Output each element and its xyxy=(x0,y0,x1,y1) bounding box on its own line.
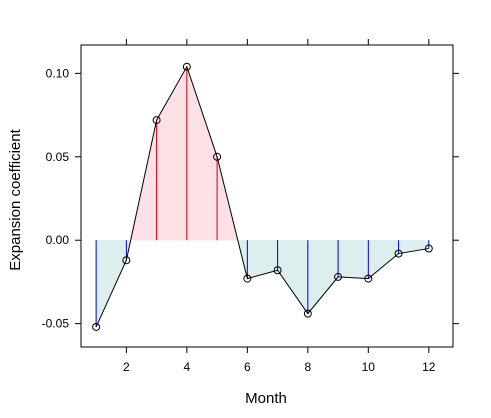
data-point-3 xyxy=(152,116,161,125)
data-point-12 xyxy=(424,244,433,253)
y-tick-label: 0.00 xyxy=(46,233,70,247)
area-fills xyxy=(95,65,430,328)
area-fill-segment xyxy=(186,66,218,241)
data-point-6 xyxy=(243,274,252,283)
area-fill-segment xyxy=(307,239,339,315)
data-point-5 xyxy=(213,152,222,161)
data-point-9 xyxy=(334,272,343,281)
y-tick-label: 0.10 xyxy=(46,66,70,80)
x-tick-label: 4 xyxy=(184,360,191,374)
x-tick-label: 2 xyxy=(123,360,130,374)
data-point-4 xyxy=(182,62,191,71)
data-point-11 xyxy=(394,249,403,258)
x-tick-label: 10 xyxy=(362,360,376,374)
stems xyxy=(95,66,430,327)
area-fill-segment xyxy=(95,239,127,328)
data-point-10 xyxy=(364,274,373,283)
x-tick-label: 12 xyxy=(422,360,436,374)
area-fill-segment xyxy=(368,239,399,280)
series-line xyxy=(95,65,429,328)
axis-ticks: 2 4 6 8 10 12 -0.05 0.00 0.05 0.10 xyxy=(42,39,459,374)
plot-frame xyxy=(80,44,454,348)
y-axis-label: Expansion coefficient xyxy=(7,128,24,270)
area-fill-segment xyxy=(247,239,278,279)
y-tick-label: -0.05 xyxy=(42,317,70,331)
data-point-7 xyxy=(273,266,282,275)
x-tick-label: 6 xyxy=(244,360,251,374)
data-points xyxy=(92,62,433,331)
area-fill-segment xyxy=(337,239,369,279)
data-point-2 xyxy=(122,256,131,265)
y-tick-label: 0.05 xyxy=(46,150,70,164)
x-axis-label: Month xyxy=(245,390,287,407)
data-line xyxy=(95,65,429,328)
data-point-1 xyxy=(92,322,101,331)
x-tick-label: 8 xyxy=(304,360,311,374)
data-point-8 xyxy=(303,309,312,318)
